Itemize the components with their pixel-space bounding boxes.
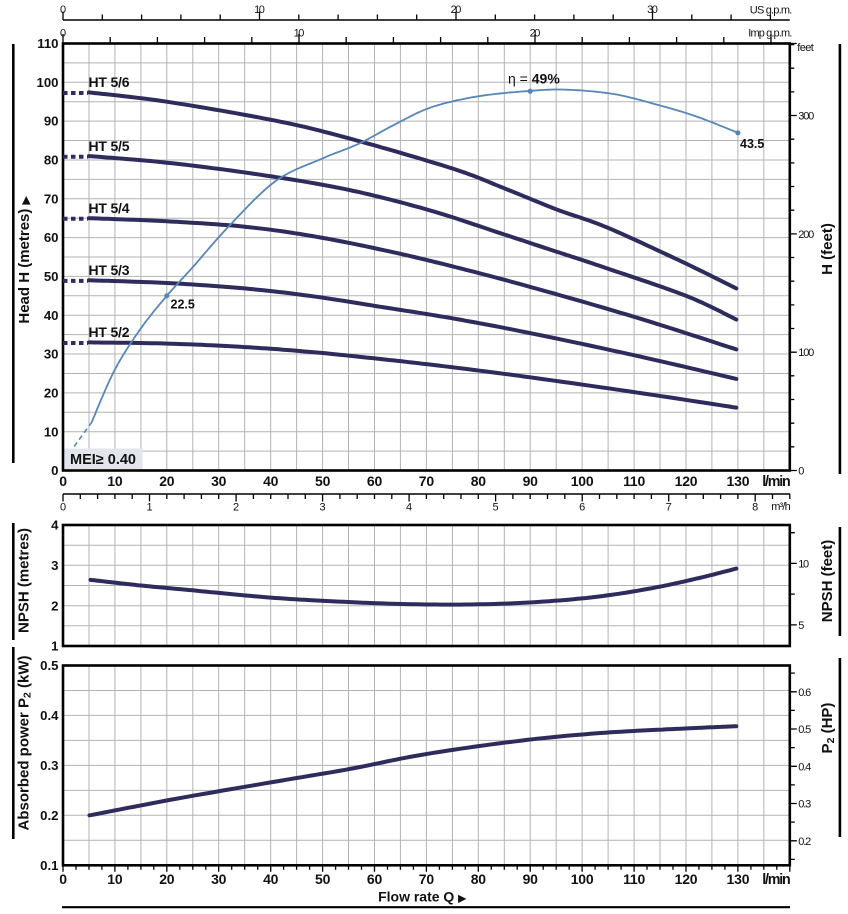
svg-text:l/min: l/min (762, 474, 791, 490)
svg-text:90: 90 (523, 871, 539, 887)
svg-text:40: 40 (263, 473, 279, 489)
svg-text:6: 6 (579, 502, 585, 514)
svg-text:100: 100 (571, 473, 594, 489)
svg-text:90: 90 (523, 473, 539, 489)
svg-text:NPSH (metres): NPSH (metres) (16, 528, 33, 633)
svg-text:80: 80 (471, 473, 487, 489)
svg-text:130: 130 (727, 473, 750, 489)
svg-text:120: 120 (675, 473, 698, 489)
svg-text:1: 1 (146, 502, 152, 514)
svg-text:40: 40 (263, 871, 279, 887)
svg-text:70: 70 (44, 191, 59, 206)
svg-text:22.5: 22.5 (171, 298, 195, 312)
svg-text:0.5: 0.5 (40, 658, 58, 673)
svg-text:HT 5/5: HT 5/5 (89, 138, 130, 154)
svg-text:10: 10 (107, 871, 123, 887)
svg-text:US g.p.m.: US g.p.m. (750, 5, 793, 17)
svg-text:43.5: 43.5 (740, 137, 764, 151)
svg-text:NPSH (feet): NPSH (feet) (819, 540, 836, 623)
svg-text:80: 80 (471, 871, 487, 887)
svg-text:10: 10 (107, 473, 123, 489)
svg-text:P2 (HP): P2 (HP) (819, 703, 837, 754)
svg-text:0: 0 (60, 28, 66, 40)
svg-text:100: 100 (798, 347, 814, 359)
svg-text:30: 30 (44, 347, 59, 362)
svg-text:7: 7 (666, 502, 672, 514)
svg-text:110: 110 (37, 36, 58, 51)
svg-text:l/min: l/min (762, 872, 791, 888)
svg-text:10: 10 (798, 558, 809, 570)
svg-text:0: 0 (798, 466, 804, 478)
svg-text:10: 10 (254, 4, 265, 16)
svg-text:0: 0 (59, 473, 67, 489)
svg-text:0.6: 0.6 (798, 687, 811, 699)
svg-text:HT 5/4: HT 5/4 (89, 200, 130, 216)
svg-text:η = 49%: η = 49% (508, 71, 560, 87)
svg-text:Imp g.p.m.: Imp g.p.m. (748, 28, 792, 40)
svg-text:50: 50 (315, 871, 331, 887)
svg-text:2: 2 (51, 598, 58, 613)
svg-text:H (feet): H (feet) (819, 223, 836, 275)
svg-text:0: 0 (60, 502, 66, 514)
svg-text:30: 30 (211, 473, 227, 489)
svg-text:0.3: 0.3 (40, 758, 58, 773)
svg-text:100: 100 (36, 75, 58, 90)
svg-text:HT 5/2: HT 5/2 (89, 324, 130, 340)
svg-text:8: 8 (752, 502, 758, 514)
svg-text:4: 4 (51, 518, 59, 533)
svg-text:90: 90 (44, 114, 59, 129)
svg-text:70: 70 (419, 871, 435, 887)
svg-text:60: 60 (44, 230, 59, 245)
svg-text:300: 300 (798, 111, 814, 123)
svg-text:MEI≥ 0.40: MEI≥ 0.40 (70, 452, 136, 468)
svg-text:70: 70 (419, 473, 435, 489)
svg-text:10: 10 (294, 28, 305, 40)
svg-text:200: 200 (798, 229, 814, 241)
svg-text:0.1: 0.1 (40, 858, 58, 873)
svg-text:20: 20 (44, 386, 59, 401)
svg-text:80: 80 (44, 153, 59, 168)
svg-text:40: 40 (44, 308, 59, 323)
svg-text:5: 5 (798, 620, 804, 632)
svg-text:1: 1 (51, 639, 58, 654)
svg-text:0: 0 (59, 871, 67, 887)
svg-text:4: 4 (406, 502, 412, 514)
svg-text:5: 5 (493, 502, 499, 514)
svg-text:20: 20 (159, 473, 175, 489)
svg-text:0.4: 0.4 (40, 708, 59, 723)
svg-text:60: 60 (367, 473, 383, 489)
svg-text:0: 0 (60, 4, 66, 16)
svg-text:0.5: 0.5 (798, 724, 811, 736)
svg-text:20: 20 (451, 4, 462, 16)
svg-text:0.3: 0.3 (798, 799, 811, 811)
svg-text:Head H (metres) ▶: Head H (metres) ▶ (16, 195, 33, 323)
svg-text:110: 110 (623, 473, 645, 489)
svg-text:100: 100 (571, 871, 594, 887)
svg-text:30: 30 (211, 871, 227, 887)
svg-text:30: 30 (647, 4, 658, 16)
svg-text:110: 110 (623, 871, 645, 887)
svg-text:m³/h: m³/h (771, 501, 791, 513)
svg-text:120: 120 (675, 871, 698, 887)
svg-text:Absorbed power P2 (kW): Absorbed power P2 (kW) (16, 655, 34, 830)
svg-text:50: 50 (44, 269, 59, 284)
svg-text:0: 0 (51, 463, 58, 478)
svg-text:20: 20 (530, 28, 541, 40)
svg-text:20: 20 (159, 871, 175, 887)
svg-text:HT 5/6: HT 5/6 (89, 74, 130, 90)
svg-text:60: 60 (367, 871, 383, 887)
svg-text:0.2: 0.2 (40, 808, 58, 823)
svg-text:130: 130 (727, 871, 750, 887)
svg-text:0.2: 0.2 (798, 836, 811, 848)
svg-text:0.4: 0.4 (798, 761, 811, 773)
svg-text:3: 3 (51, 558, 58, 573)
svg-text:50: 50 (315, 473, 331, 489)
svg-text:10: 10 (44, 424, 59, 439)
svg-text:2: 2 (233, 502, 239, 514)
svg-text:feet: feet (797, 42, 814, 54)
svg-text:HT 5/3: HT 5/3 (89, 262, 130, 278)
svg-text:Flow rate Q ▶: Flow rate Q ▶ (378, 889, 467, 905)
svg-text:3: 3 (320, 502, 326, 514)
